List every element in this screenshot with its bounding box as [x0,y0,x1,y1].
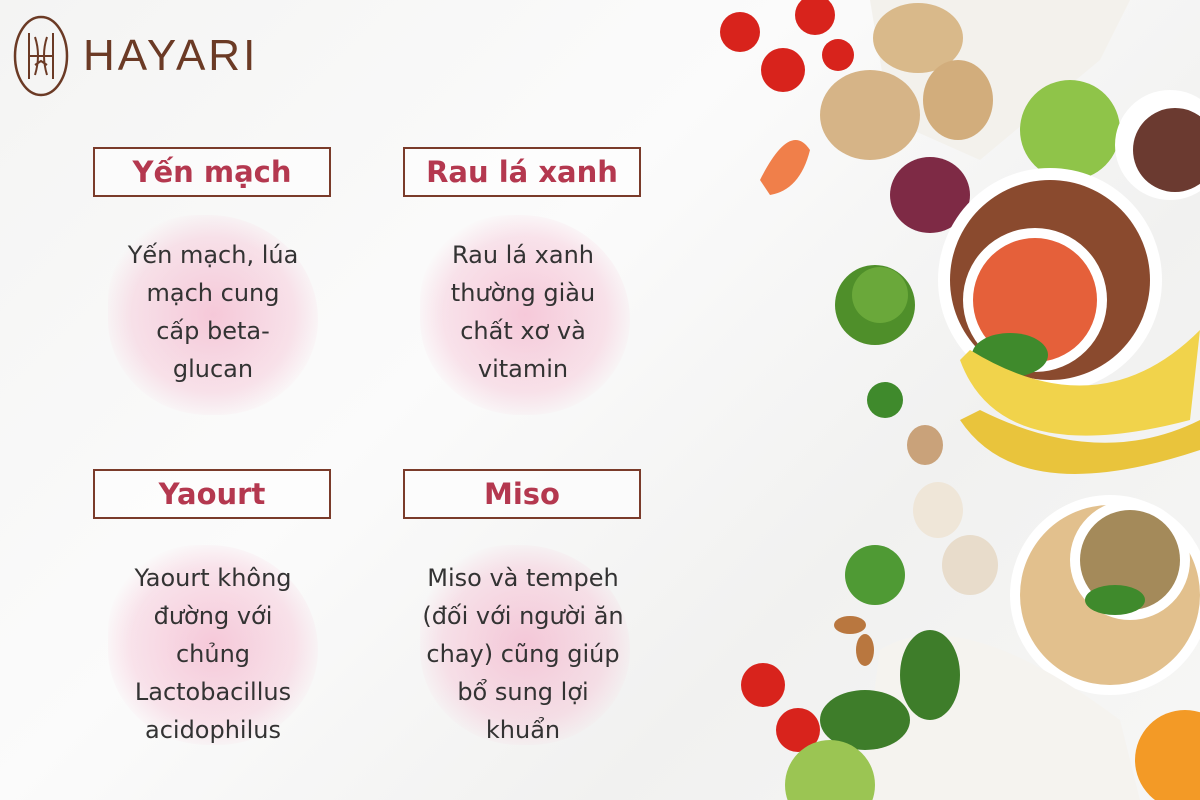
text-line: mạch cung [146,279,280,307]
text-line: Rau lá xanh [451,241,595,269]
hayari-logo-icon [13,15,69,97]
text-line: acidophilus [145,716,281,744]
text-line: bổ sung lợi [457,678,589,706]
brand-name: HAYARI [83,31,259,80]
text-line: thường giàu [450,279,596,307]
text-line: vitamin [477,355,569,383]
brand-logo: HAYARI [13,15,258,97]
text-line: cấp beta- [156,317,270,345]
text-line: chủng [175,640,251,668]
text-line: Yaourt không [134,564,292,592]
card-title-miso: Miso [403,469,641,519]
card-title-greens: Rau lá xanh [403,147,641,197]
pink-blob [108,545,318,745]
card-title-yogurt: Yaourt [93,469,331,519]
text-line: chất xơ và [460,317,586,345]
card-title-oats: Yến mạch [93,147,331,197]
pink-blob [108,215,318,415]
text-line: (đối với người ăn [422,602,624,630]
text-line: đường với [153,602,273,630]
text-line: Yến mạch, lúa [127,241,299,269]
card-body-greens: Rau lá xanh thường giàu chất xơ và vitam… [403,236,643,388]
pink-blob [420,545,630,745]
healthy-food-photo [720,0,1200,800]
text-line: Lactobacillus [134,678,292,706]
pink-blob [420,215,630,415]
card-body-yogurt: Yaourt không đường với chủng Lactobacill… [93,559,333,749]
text-line: Miso và tempeh [427,564,619,592]
card-body-oats: Yến mạch, lúa mạch cung cấp beta- glucan [93,236,333,388]
text-line: khuẩn [485,716,561,744]
text-line: glucan [172,355,254,383]
text-line: chay) cũng giúp [426,640,620,668]
card-body-miso: Miso và tempeh (đối với người ăn chay) c… [403,559,643,749]
